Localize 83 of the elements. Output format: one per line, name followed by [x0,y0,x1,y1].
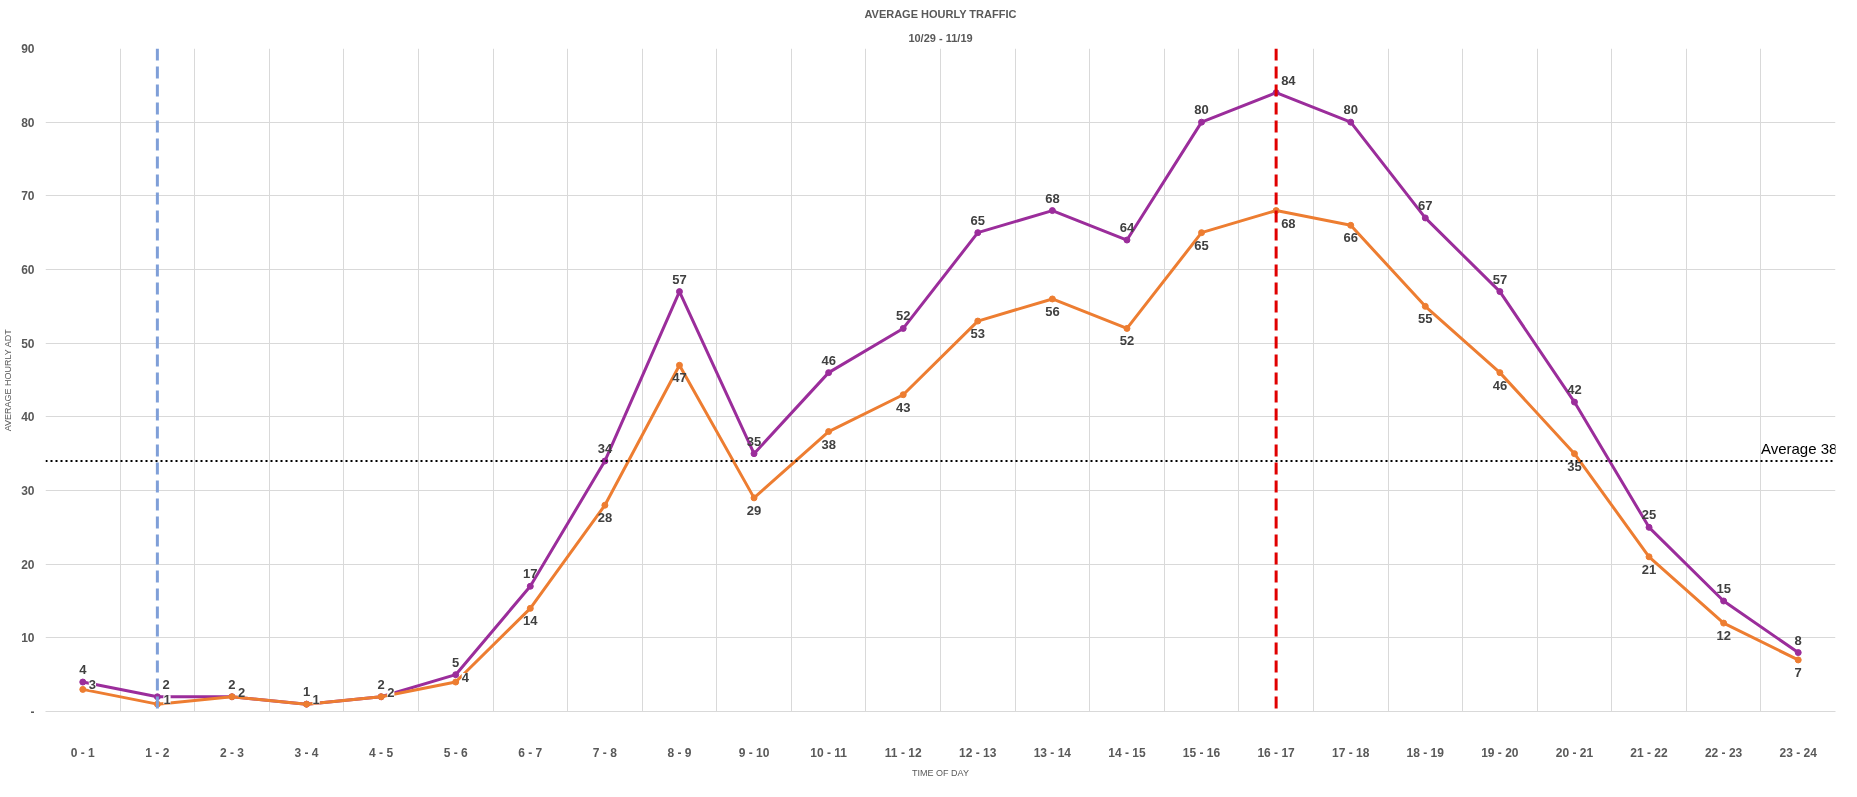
data-label: 57 [672,271,687,287]
x-tick-label: 4 - 5 [369,745,394,760]
y-tick-label: 10 [21,631,35,646]
y-tick-label: 50 [21,336,35,351]
x-tick-label: 15 - 16 [1182,745,1221,760]
data-label: 57 [1492,271,1508,287]
data-label: 38 [821,436,836,452]
data-label: 56 [1045,303,1060,319]
data-label: 43 [895,399,911,415]
data-label: 2 [237,684,246,700]
x-tick-label: 5 - 6 [443,745,469,760]
data-label: 2 [228,676,236,692]
data-label: 2 [387,684,395,700]
data-label: 15 [1716,581,1731,596]
x-tick-label: 0 - 1 [70,745,96,760]
y-tick-label: 30 [21,484,35,498]
x-tick-label: 20 - 21 [1555,745,1594,760]
chart-title: AVERAGE HOURLY TRAFFIC [864,7,1017,20]
data-label: 46 [821,352,836,368]
x-tick-label: 8 - 9 [667,745,692,760]
y-tick-label: 90 [21,42,35,56]
x-tick-label: 23 - 24 [1779,745,1818,760]
data-label: 21 [1641,561,1657,577]
x-tick-label: 18 - 19 [1406,745,1445,760]
data-label: 3 [88,677,97,693]
x-tick-label: 6 - 7 [518,745,543,760]
data-label: 4 [461,670,470,686]
x-tick-label: 19 - 20 [1481,745,1519,760]
data-label: 29 [746,502,762,518]
x-tick-label: 21 - 22 [1630,745,1669,760]
data-label: 66 [1343,230,1358,246]
data-label: 5 [452,654,460,670]
x-tick-label: 16 - 17 [1257,745,1296,760]
y-tick-label: 60 [21,263,35,277]
chart-subtitle: 10/29 - 11/19 [908,31,973,44]
x-tick-label: 17 - 18 [1332,745,1370,760]
data-label: 68 [1045,190,1060,206]
y-tick-label: 20 [21,557,35,572]
data-label: 1 [312,692,320,708]
data-label: 53 [970,326,986,342]
data-label: 8 [1794,632,1802,648]
data-label: 12 [1716,628,1731,644]
x-tick-label: 12 - 13 [959,745,997,760]
x-tick-label: 14 - 15 [1108,745,1146,760]
data-label: 25 [1641,507,1657,523]
x-tick-label: 13 - 14 [1033,745,1072,760]
data-label: 2 [377,676,385,692]
data-label: 46 [1492,377,1508,393]
data-label: 68 [1281,215,1296,231]
data-label: 65 [970,212,986,228]
data-label: 65 [1194,237,1209,253]
data-label: 35 [1567,458,1582,474]
data-label: 4 [79,662,88,678]
data-label: 52 [1119,333,1135,349]
data-label: 42 [1567,382,1582,398]
x-tick-label: 22 - 23 [1704,745,1743,760]
x-tick-label: 1 - 2 [145,745,170,760]
data-label: 7 [1794,664,1802,680]
x-tick-label: 3 - 4 [294,745,319,760]
y-tick-label: 40 [21,410,35,425]
data-label: 2 [162,676,170,692]
y-tick-label: 70 [21,189,35,204]
x-tick-label: 9 - 10 [738,745,770,760]
data-label: 52 [895,308,911,324]
data-label: 55 [1418,311,1433,327]
y-tick-label: - [30,705,35,719]
data-label: 64 [1119,220,1135,236]
data-label: 67 [1418,197,1433,213]
data-label: 80 [1194,102,1209,118]
data-label: 1 [163,692,171,708]
data-label: 28 [597,510,613,526]
x-tick-label: 10 - 11 [810,745,848,760]
y-axis-title: AVERAGE HOURLY ADT [3,328,14,432]
data-label: 14 [523,613,539,629]
y-tick-label: 80 [21,115,35,130]
data-label: 84 [1281,72,1297,88]
data-label: 17 [523,566,538,582]
data-label: 1 [302,684,311,700]
x-tick-label: 2 - 3 [219,745,245,760]
x-tick-label: 7 - 8 [592,745,618,760]
x-tick-label: 11 - 12 [884,745,922,760]
x-axis-title: TIME OF DAY [912,767,969,778]
data-label: 80 [1343,102,1358,118]
